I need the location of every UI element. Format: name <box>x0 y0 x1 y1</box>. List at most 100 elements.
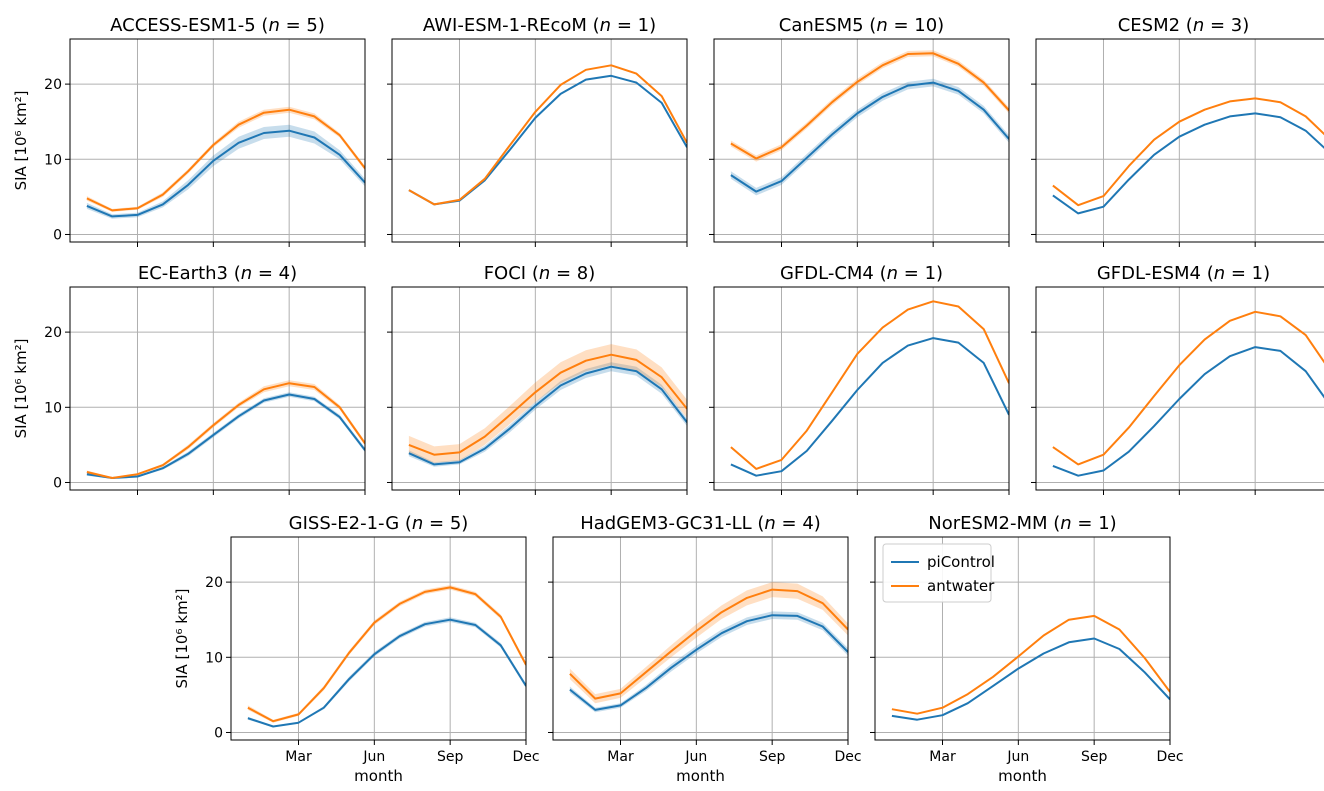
series-line-antwater <box>1052 310 1324 466</box>
series-line-piControl <box>569 614 848 711</box>
panel-8: GFDL-ESM4 (n = 1) <box>1031 263 1324 495</box>
panel-2: AWI-ESM-1-REcoM (n = 1) <box>387 15 688 247</box>
y-tick-label: 0 <box>53 227 62 243</box>
panel-1: 0 10 20 SIA [10⁶ km²] ACCESS-ESM1-5 (n = 5) <box>12 15 366 247</box>
plot-area <box>408 344 687 467</box>
series-line-antwater <box>86 108 365 212</box>
panel-title: GISS-E2-1-G (n = 5) <box>289 513 469 534</box>
series-line-piControl <box>730 337 1009 477</box>
axes-frame <box>874 536 1171 741</box>
y-axis-label: SIA [10⁶ km²] <box>12 339 30 439</box>
x-axis-label: month <box>676 767 725 785</box>
uncertainty-band-antwater <box>408 344 687 463</box>
plot-area <box>1052 310 1324 477</box>
x-tick-label: Mar <box>607 749 634 765</box>
panel-3: CanESM5 (n = 10) <box>709 15 1010 247</box>
y-tick-label: 20 <box>44 77 62 93</box>
x-tick-label: Mar <box>929 749 956 765</box>
axes-frame <box>69 286 366 491</box>
y-axis-label: SIA [10⁶ km²] <box>12 91 30 191</box>
y-tick-label: 10 <box>44 152 62 168</box>
series-line-antwater <box>1052 97 1324 207</box>
uncertainty-band-piControl <box>247 617 526 728</box>
series-line-piControl <box>730 81 1009 193</box>
axes-frame <box>713 286 1010 491</box>
uncertainty-band-piControl <box>730 78 1009 196</box>
legend-label-piControl: piControl <box>927 553 995 571</box>
y-tick-label: 0 <box>53 475 62 491</box>
legend: piControl antwater <box>882 543 995 603</box>
x-axis-label: month <box>354 767 403 785</box>
series-line-antwater <box>408 64 687 206</box>
axes-frame <box>391 286 688 491</box>
panel-title: CanESM5 (n = 10) <box>779 15 944 36</box>
y-axis-label: SIA [10⁶ km²] <box>173 589 191 689</box>
x-tick-label: Dec <box>834 749 861 765</box>
panel-title: CESM2 (n = 3) <box>1118 15 1250 36</box>
y-tick-label: 20 <box>44 325 62 341</box>
series-line-piControl <box>247 618 526 728</box>
panel-11: Mar Jun Sep Dec month NorESM2-MM (n = 1) piCon… <box>870 513 1184 785</box>
y-tick-label: 0 <box>214 725 223 741</box>
x-tick-label: Dec <box>1156 749 1183 765</box>
panel-title: AWI-ESM-1-REcoM (n = 1) <box>423 15 656 36</box>
panel-4: CESM2 (n = 3) <box>1031 15 1324 247</box>
panel-title: NorESM2-MM (n = 1) <box>928 513 1116 534</box>
series-line-piControl <box>408 74 687 206</box>
panel-9: Mar Jun Sep Dec 0 10 20 SIA [10⁶ km²] month GISS-… <box>173 513 540 785</box>
x-tick-label: Dec <box>512 749 539 765</box>
axes-frame <box>1035 38 1324 243</box>
series-line-antwater <box>730 52 1009 160</box>
uncertainty-band-piControl <box>86 124 365 219</box>
series-line-antwater <box>408 353 687 456</box>
panel-5: 0 10 20 SIA [10⁶ km²] EC-Earth3 (n = 4) <box>12 263 366 495</box>
plot-area <box>86 380 365 479</box>
panel-10: Mar Jun Sep Dec month HadGEM3-GC31-LL (n = 4) <box>548 513 862 785</box>
panel-7: GFDL-CM4 (n = 1) <box>709 263 1010 495</box>
axes-frame <box>713 38 1010 243</box>
plot-area <box>730 300 1009 477</box>
axes-frame <box>552 536 849 741</box>
series-line-antwater <box>891 614 1170 715</box>
panel-title: FOCI (n = 8) <box>484 263 596 284</box>
series-line-piControl <box>1052 112 1324 215</box>
panel-title: GFDL-ESM4 (n = 1) <box>1097 263 1270 284</box>
x-tick-label: Mar <box>285 749 312 765</box>
y-tick-label: 20 <box>205 575 223 591</box>
x-tick-label: Jun <box>684 749 707 765</box>
panel-6: FOCI (n = 8) <box>387 263 688 495</box>
series-line-piControl <box>891 637 1170 721</box>
series-line-antwater <box>86 382 365 479</box>
x-tick-label: Sep <box>759 749 786 765</box>
x-tick-label: Sep <box>1081 749 1108 765</box>
series-line-antwater <box>247 586 526 723</box>
plot-area <box>730 50 1009 196</box>
plot-area <box>408 64 687 206</box>
plot-area <box>569 582 848 713</box>
uncertainty-band-antwater <box>569 582 848 704</box>
series-line-antwater <box>730 300 1009 470</box>
series-line-piControl <box>86 393 365 479</box>
series-line-piControl <box>408 365 687 466</box>
legend-box <box>882 543 992 603</box>
series-line-piControl <box>1052 346 1324 477</box>
x-axis-label: month <box>998 767 1047 785</box>
series-line-piControl <box>86 129 365 218</box>
x-tick-label: Jun <box>1006 749 1029 765</box>
axes-frame <box>69 38 366 243</box>
axes-frame <box>230 536 527 741</box>
panel-title: GFDL-CM4 (n = 1) <box>780 263 943 284</box>
panel-title: HadGEM3-GC31-LL (n = 4) <box>580 513 821 534</box>
legend-label-antwater: antwater <box>927 577 995 595</box>
panel-title: EC-Earth3 (n = 4) <box>138 263 297 284</box>
x-tick-label: Jun <box>362 749 385 765</box>
axes-frame <box>1035 286 1324 491</box>
series-line-antwater <box>569 588 848 700</box>
panel-title: ACCESS-ESM1-5 (n = 5) <box>110 15 325 36</box>
plot-area <box>1052 97 1324 215</box>
axes-frame <box>391 38 688 243</box>
x-tick-label: Sep <box>437 749 464 765</box>
plot-area <box>247 585 526 728</box>
plot-area <box>86 106 365 219</box>
